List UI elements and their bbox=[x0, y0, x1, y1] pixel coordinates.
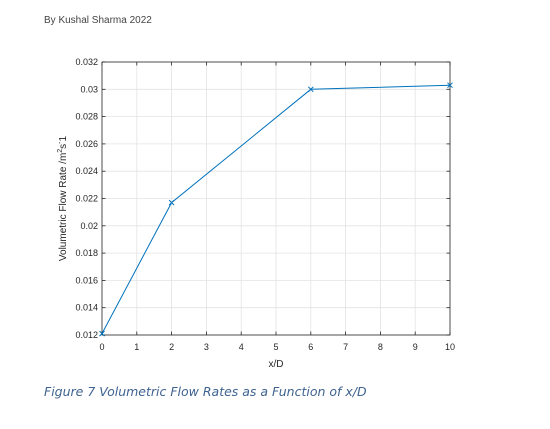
x-tick-label: 9 bbox=[413, 342, 418, 352]
x-tick-label: 7 bbox=[343, 342, 348, 352]
grid-lines bbox=[101, 61, 451, 336]
series-line bbox=[101, 84, 451, 334]
x-axis-label: x/D bbox=[269, 359, 284, 370]
data-point-marker bbox=[447, 82, 453, 89]
y-tick-label: 0.024 bbox=[75, 166, 98, 176]
y-tick-label: 0.018 bbox=[75, 248, 98, 258]
y-tick-label: 0.028 bbox=[75, 112, 98, 122]
y-tick-labels: 0.012 0.014 0.016 0.018 0.02 0.022 0.024 0.026 0… bbox=[75, 57, 98, 340]
x-tick-label: 8 bbox=[378, 342, 383, 352]
marker-stroke bbox=[168, 199, 175, 206]
x-tick-label: 10 bbox=[445, 342, 455, 352]
y-tick-label: 0.026 bbox=[75, 139, 98, 149]
y-tick-label: 0.02 bbox=[80, 221, 98, 231]
x-tick-labels: 0 1 2 3 4 5 6 7 8 9 10 bbox=[99, 342, 455, 352]
y-axis-label: Volumetric Flow Rate /m2s-1 bbox=[57, 135, 69, 261]
marker-stroke bbox=[307, 86, 314, 93]
byline: By Kushal Sharma 2022 bbox=[44, 15, 152, 26]
y-tick-label: 0.032 bbox=[75, 57, 98, 67]
y-tick-label: 0.014 bbox=[75, 303, 98, 313]
y-tick-label: 0.022 bbox=[75, 194, 98, 204]
figure-caption: Figure 7 Volumetric Flow Rates as a Func… bbox=[44, 384, 367, 399]
x-tick-label: 0 bbox=[99, 342, 104, 352]
y-tick-label: 0.012 bbox=[75, 330, 98, 340]
y-tick-label: 0.03 bbox=[80, 84, 98, 94]
data-point-marker bbox=[99, 330, 105, 337]
series-layer bbox=[99, 82, 453, 337]
x-tick-label: 2 bbox=[169, 342, 174, 352]
axis-ticks bbox=[101, 61, 451, 336]
data-point-marker bbox=[307, 86, 314, 93]
x-tick-label: 5 bbox=[273, 342, 278, 352]
x-tick-label: 1 bbox=[134, 342, 139, 352]
data-point-marker bbox=[168, 199, 175, 206]
y-tick-label: 0.016 bbox=[75, 275, 98, 285]
x-tick-label: 6 bbox=[308, 342, 313, 352]
x-tick-label: 4 bbox=[239, 342, 244, 352]
marker-stroke bbox=[447, 82, 453, 89]
marker-stroke bbox=[99, 330, 105, 337]
x-tick-label: 3 bbox=[204, 342, 209, 352]
